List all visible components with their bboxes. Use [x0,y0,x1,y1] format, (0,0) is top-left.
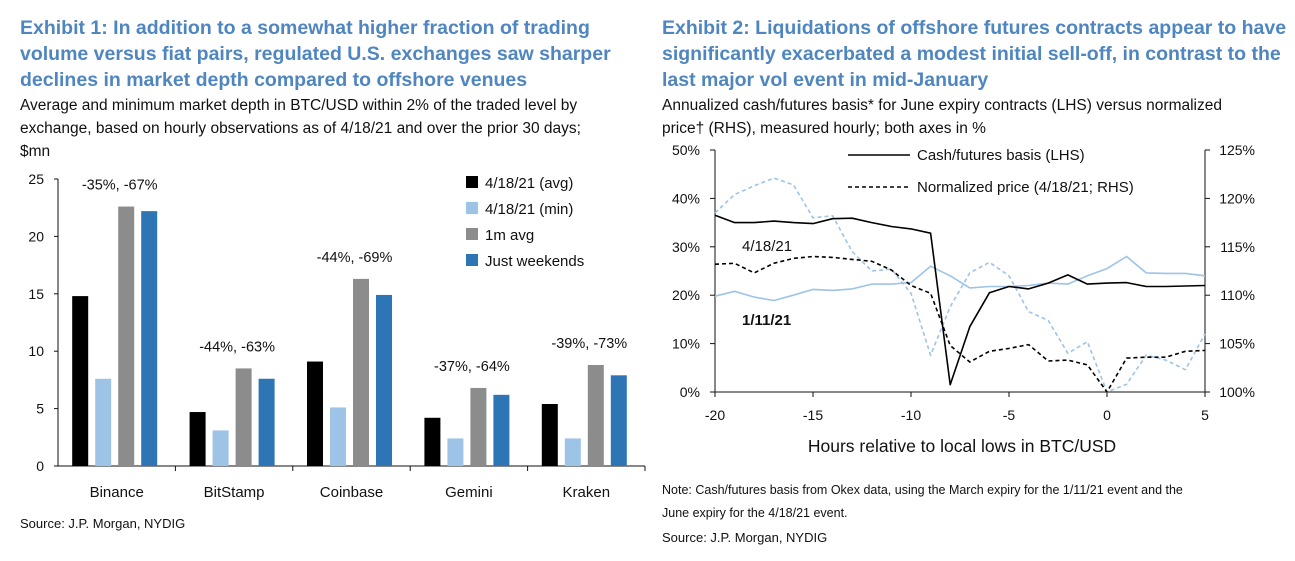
exhibit2-title: Exhibit 2: Liquidations of offshore futu… [662,15,1286,93]
x-tick-label: 0 [1103,407,1111,423]
right-y-tick-label: 120% [1219,190,1255,206]
legend-label: 1m avg [485,227,534,244]
bar [541,404,558,466]
bar [212,430,229,466]
bar [95,378,112,466]
bar [118,206,135,466]
legend-label: 4/18/21 (min) [485,201,573,218]
y-tick-label: 5 [36,401,44,417]
bar [610,375,627,466]
x-tick-label: Coinbase [320,484,383,501]
left-y-tick-label: 10% [672,336,700,352]
x-tick-label: -15 [803,407,823,423]
exhibit1-source: Source: J.P. Morgan, NYDIG [20,516,186,531]
x-tick-label: 5 [1201,407,1209,423]
legend-swatch [466,228,478,240]
bar [587,364,604,466]
series-line [714,177,1206,393]
series-line [714,255,1206,302]
exhibit1-title-line: declines in market depth compared to off… [20,69,528,91]
bar [353,278,369,466]
exhibit2-note-line: Note: Cash/futures basis from Okex data,… [662,483,1183,497]
x-tick-label: -20 [705,407,725,423]
bar [376,294,392,466]
legend-label: 4/18/21 (avg) [485,175,573,192]
exhibit2-subtitle-line: Annualized cash/futures basis* for June … [662,97,1222,114]
bar [72,296,89,466]
x-tick-label: -5 [1003,407,1016,423]
exhibit1-title-line: volume versus fiat pairs, regulated U.S.… [20,43,611,65]
left-y-tick-label: 0% [680,384,700,400]
event-label-0111: 1/11/21 [742,312,791,329]
x-tick-label: -10 [901,407,921,423]
y-tick-label: 0 [36,458,44,474]
bar [447,438,464,466]
legend-swatch [466,202,478,214]
left-y-tick-label: 20% [672,287,700,303]
bar [189,412,206,466]
left-y-tick-label: 40% [672,190,700,206]
exhibit2-title-line: last major vol event in mid-January [662,69,989,91]
exhibit2-note: Note: Cash/futures basis from Okex data,… [662,479,1183,525]
bar-annotation: -35%, -67% [82,178,158,194]
x-tick-label: Binance [90,484,144,501]
legend-swatch [466,254,478,266]
series-line [714,214,1206,386]
left-y-tick-label: 50% [672,142,700,158]
x-tick-label: BitStamp [204,484,265,501]
legend-swatch [466,176,478,188]
bar [235,368,252,466]
y-tick-label: 10 [28,343,44,359]
bar-annotation: -37%, -64% [434,359,510,375]
x-axis-title: Hours relative to local lows in BTC/USD [808,436,1116,456]
bar-annotation: -44%, -63% [199,339,275,355]
bar [307,361,323,466]
right-y-tick-label: 115% [1220,239,1255,255]
y-tick-label: 25 [28,171,44,187]
legend-label: Normalized price (4/18/21; RHS) [917,179,1134,196]
y-tick-label: 20 [28,228,44,244]
legend-label: Cash/futures basis (LHS) [917,147,1085,164]
bar-annotation: -39%, -73% [551,336,627,352]
exhibit1-subtitle-line: $mn [20,143,51,160]
bar [424,417,441,466]
bar [564,438,581,466]
right-y-tick-label: 100% [1219,384,1255,400]
right-y-tick-label: 105% [1219,336,1255,352]
bar [258,378,275,466]
bar [141,211,158,466]
exhibit1-subtitle-line: Average and minimum market depth in BTC/… [20,97,578,114]
exhibit1-subtitle: Average and minimum market depth in BTC/… [20,94,581,163]
bar-annotation: -44%, -69% [317,250,393,266]
exhibit2-title-line: Exhibit 2: Liquidations of offshore futu… [662,17,1287,39]
exhibit1-title-line: Exhibit 1: In addition to a somewhat hig… [20,17,590,39]
bar [493,394,510,466]
exhibit1-title: Exhibit 1: In addition to a somewhat hig… [20,15,611,93]
bar [330,407,346,466]
exhibit2-subtitle: Annualized cash/futures basis* for June … [662,94,1222,140]
right-y-tick-label: 110% [1220,287,1255,303]
exhibit2-title-line: significantly exacerbated a modest initi… [662,43,1281,65]
exhibit2-note-line: June expiry for the 4/18/21 event. [662,506,848,520]
left-y-tick-label: 30% [672,239,700,255]
series-line [714,255,1206,393]
exhibit1-subtitle-line: exchange, based on hourly observations a… [20,120,581,137]
x-tick-label: Kraken [563,484,611,501]
right-y-tick-label: 125% [1219,142,1255,158]
x-tick-label: Gemini [445,484,493,501]
legend-label: Just weekends [485,253,584,270]
event-label-0418: 4/18/21 [742,238,792,255]
exhibit2-subtitle-line: price† (RHS), measured hourly; both axes… [662,120,986,137]
y-tick-label: 15 [28,286,44,302]
bar [470,387,487,466]
exhibit2-source: Source: J.P. Morgan, NYDIG [662,530,828,545]
